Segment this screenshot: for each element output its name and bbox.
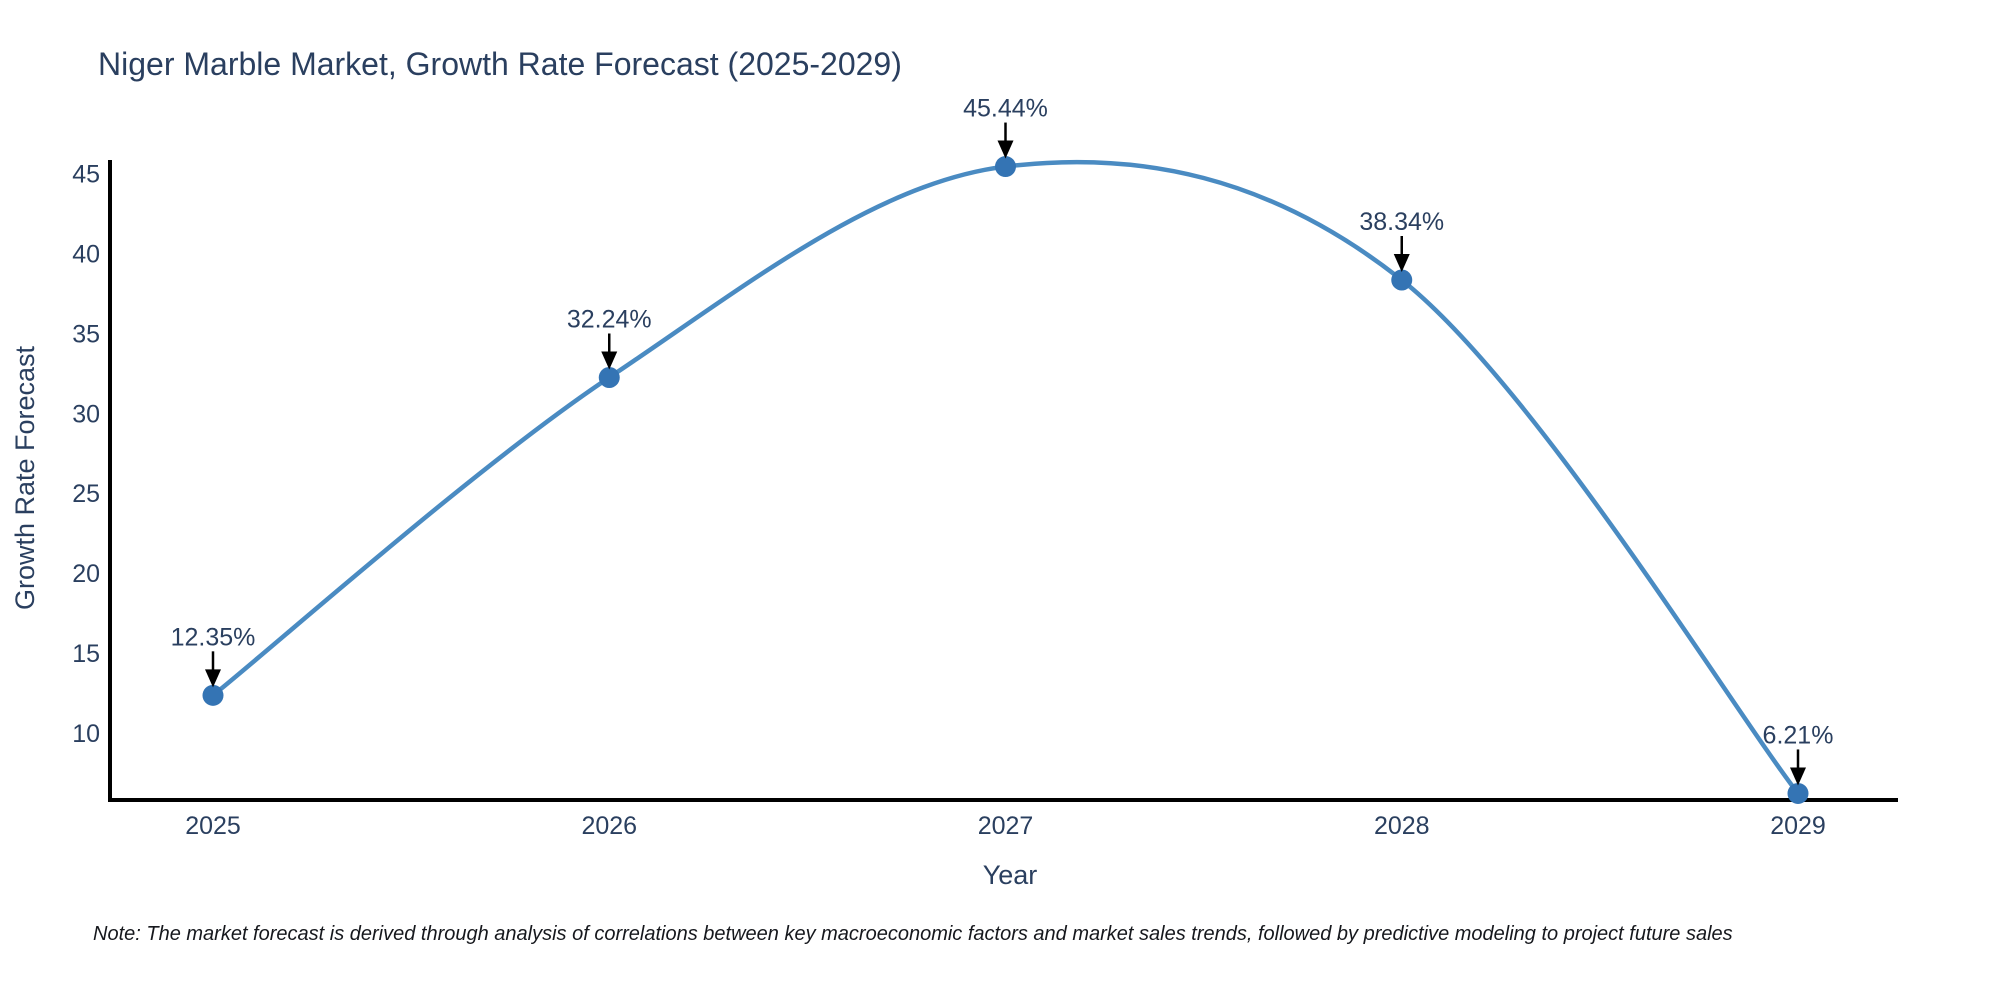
x-tick-label: 2029 (1770, 812, 1826, 840)
y-tick-label: 35 (72, 320, 100, 348)
data-point-2029 (1787, 782, 1809, 804)
y-tick-label: 40 (72, 240, 100, 268)
annotation-2026: 32.24% (567, 305, 652, 370)
data-points (202, 156, 1809, 804)
annotation-2029: 6.21% (1763, 721, 1834, 786)
annotation-arrow-head (205, 669, 221, 688)
annotation-2028: 38.34% (1359, 208, 1444, 273)
annotation-arrow-head (1790, 767, 1806, 786)
note-text: Note: The market forecast is derived thr… (93, 923, 1733, 945)
y-axis-title: Growth Rate Forecast (10, 345, 40, 610)
x-tick-label: 2026 (581, 812, 637, 840)
data-point-2025 (202, 684, 224, 706)
y-tick-label: 20 (72, 560, 100, 588)
trend-line (210, 159, 1801, 796)
x-tick-label: 2025 (185, 812, 241, 840)
annotation-arrow-head (601, 351, 618, 370)
annotation-label: 12.35% (171, 623, 256, 651)
x-tick-label: 2027 (978, 812, 1034, 840)
annotations: 12.35% 32.24% 45.44% 38.34% 6.21% (171, 95, 1834, 786)
annotation-label: 32.24% (567, 305, 652, 333)
x-axis-tick-labels: 2025 2026 2027 2028 2029 (185, 812, 1826, 840)
y-tick-label: 30 (72, 400, 100, 428)
annotation-2025: 12.35% (171, 623, 256, 688)
x-tick-label: 2028 (1374, 812, 1430, 840)
data-point-2028 (1391, 269, 1413, 291)
chart-title: Niger Marble Market, Growth Rate Forecas… (98, 46, 902, 82)
x-axis-title: Year (983, 860, 1038, 890)
y-tick-label: 15 (72, 640, 100, 668)
annotation-label: 6.21% (1763, 721, 1834, 749)
annotation-label: 38.34% (1359, 208, 1444, 236)
y-tick-label: 10 (72, 720, 100, 748)
y-axis-tick-labels: 10 15 20 25 30 35 40 45 (72, 161, 100, 748)
annotation-arrow-head (1393, 254, 1410, 273)
data-point-2027 (995, 156, 1016, 178)
annotation-label: 45.44% (963, 95, 1048, 123)
annotation-2027: 45.44% (963, 95, 1048, 159)
data-point-2026 (598, 366, 620, 388)
y-tick-label: 45 (72, 161, 100, 189)
y-tick-label: 25 (72, 480, 100, 508)
annotation-arrow-head (997, 140, 1014, 159)
